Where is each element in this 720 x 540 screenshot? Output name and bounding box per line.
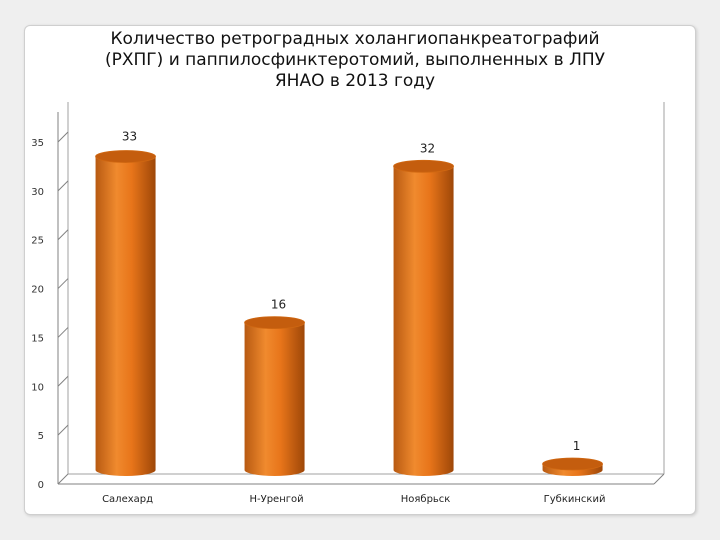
- bar-3: [393, 159, 454, 477]
- y-tick-mark: [57, 180, 69, 192]
- category-label: Салехард: [102, 494, 153, 505]
- bar-top: [393, 159, 454, 173]
- category-label: Губкинский: [544, 494, 606, 505]
- y-tick-label: 35: [31, 138, 44, 149]
- y-tick-mark: [57, 424, 69, 436]
- y-tick-label: 20: [31, 285, 44, 296]
- data-label: 1: [573, 439, 581, 453]
- bar-top: [244, 316, 305, 330]
- y-tick-label: 25: [31, 236, 44, 247]
- data-label: 32: [420, 141, 435, 155]
- bar-top: [542, 457, 603, 471]
- y-tick-label: 5: [38, 431, 44, 442]
- data-label: 16: [271, 298, 286, 312]
- y-tick-mark: [57, 229, 69, 241]
- y-tick-label: 30: [31, 187, 44, 198]
- data-label: 33: [122, 130, 137, 144]
- y-tick-mark: [57, 278, 69, 289]
- y-tick-mark: [57, 327, 69, 338]
- bar-body: [95, 156, 156, 477]
- bar-4: [542, 457, 603, 476]
- y-tick-mark: [57, 473, 69, 485]
- bar-1: [95, 150, 156, 477]
- bars: 33 Салехард 16 Н-Уренгой 32 Ноябрьск 1 Губкинск…: [95, 130, 606, 505]
- bar-body: [244, 322, 305, 476]
- y-tick-label: 10: [31, 382, 44, 393]
- chart-title: Количество ретроградных холангиопанкреат…: [104, 29, 605, 91]
- floor-right-edge: [653, 473, 665, 485]
- bar-2: [244, 316, 305, 476]
- bar-body: [393, 166, 454, 477]
- y-tick-label: 15: [31, 333, 44, 344]
- bar-top: [95, 150, 156, 163]
- y-tick-mark: [57, 131, 69, 143]
- y-tick-mark: [57, 375, 69, 387]
- category-label: Ноябрьск: [401, 494, 451, 505]
- category-label: Н-Уренгой: [249, 494, 303, 505]
- y-tick-label: 0: [38, 480, 44, 491]
